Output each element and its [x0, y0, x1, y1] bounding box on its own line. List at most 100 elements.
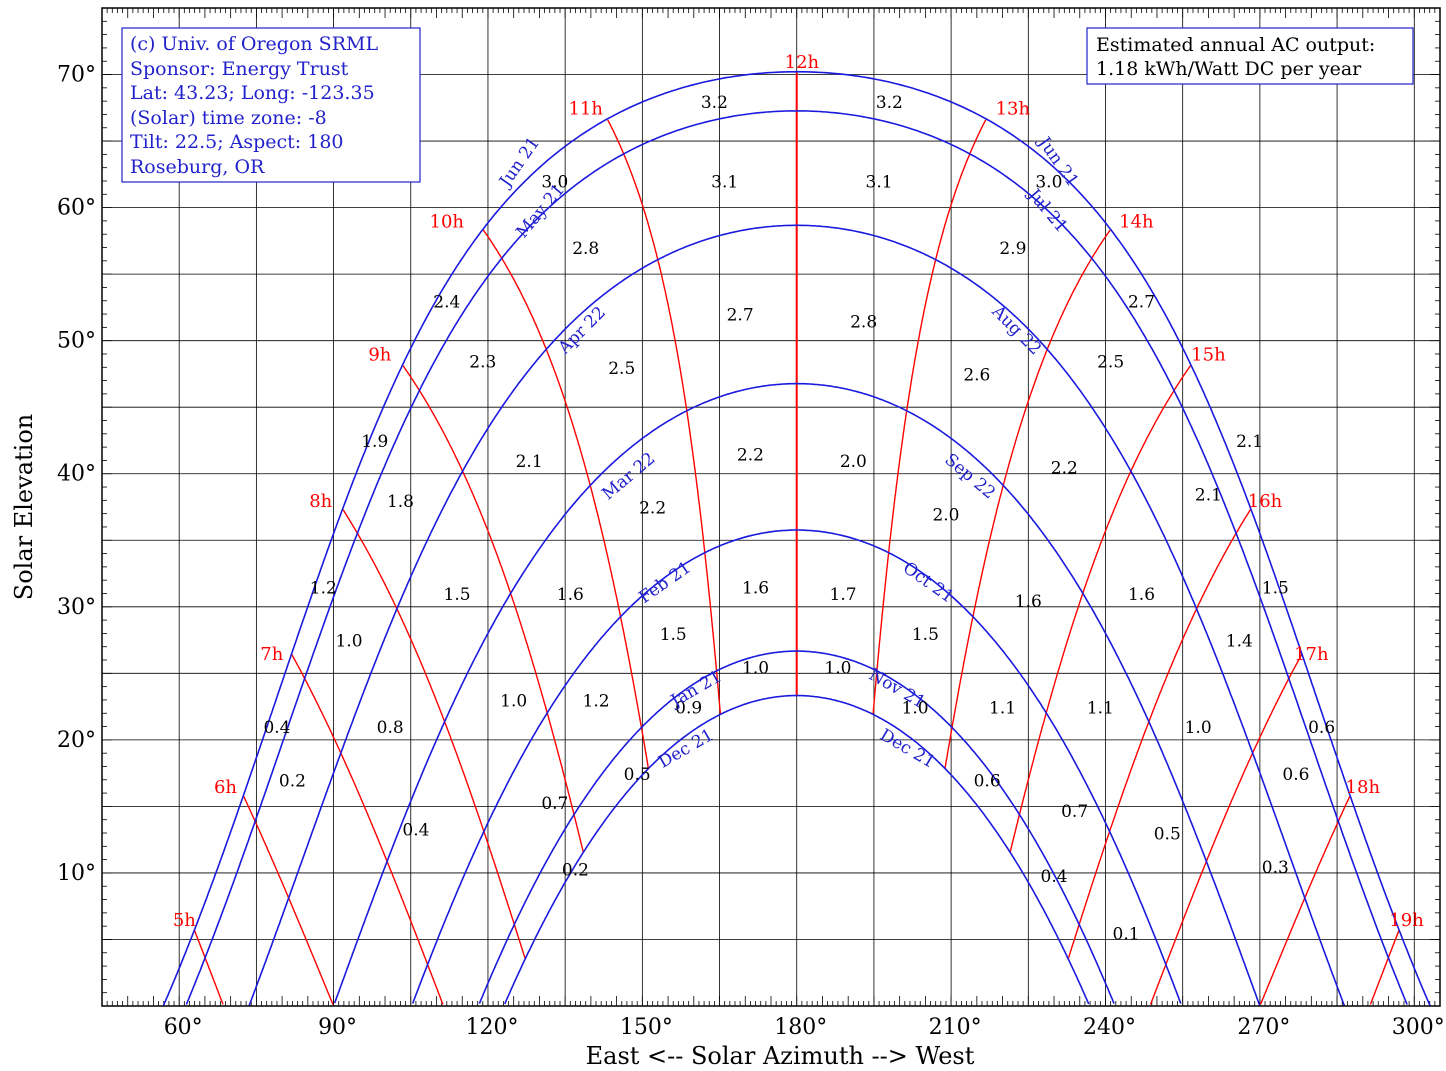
hour-line: [1149, 654, 1303, 1005]
hour-label: 13h: [996, 98, 1031, 119]
output-line: 1.18 kWh/Watt DC per year: [1096, 58, 1362, 80]
energy-value: 1.5: [660, 625, 687, 645]
energy-value: 0.6: [974, 771, 1001, 791]
energy-value: 2.0: [840, 452, 867, 472]
y-tick-label: 70°: [57, 63, 96, 88]
energy-value: 2.2: [737, 445, 764, 465]
y-tick-label: 40°: [57, 462, 96, 487]
date-label: Jun 21: [495, 134, 545, 193]
energy-value: 2.8: [850, 312, 877, 332]
hour-label: 6h: [214, 777, 237, 798]
energy-value: 0.3: [1262, 858, 1289, 878]
hour-label: 17h: [1294, 644, 1329, 665]
energy-value: 1.0: [1185, 718, 1212, 738]
energy-value: 0.4: [263, 718, 290, 738]
energy-value: 1.6: [742, 578, 769, 598]
energy-value: 1.0: [824, 658, 851, 678]
energy-value: 1.4: [1226, 632, 1253, 652]
energy-value: 1.0: [902, 698, 929, 718]
energy-value: 1.0: [500, 692, 527, 712]
x-tick-label: 60°: [164, 1015, 203, 1040]
x-tick-label: 270°: [1237, 1015, 1290, 1040]
energy-value: 2.5: [608, 359, 635, 379]
info-line: Tilt: 22.5; Aspect: 180: [130, 131, 344, 153]
energy-value: 0.6: [1282, 765, 1309, 785]
hour-label: 5h: [173, 910, 196, 931]
energy-value: 2.2: [1051, 459, 1078, 479]
info-line: (c) Univ. of Oregon SRML: [130, 33, 378, 55]
energy-value: 2.7: [1128, 292, 1155, 312]
x-tick-label: 300°: [1392, 1015, 1445, 1040]
sun-path-line: [162, 70, 1431, 1006]
energy-value: 1.0: [742, 658, 769, 678]
energy-value: 1.5: [1262, 578, 1289, 598]
y-tick-label: 10°: [57, 861, 96, 886]
energy-value: 3.2: [701, 93, 728, 113]
x-tick-label: 180°: [774, 1015, 827, 1040]
grid-lines: [102, 8, 1440, 1006]
energy-value: 1.0: [335, 632, 362, 652]
plot-frame: [101, 7, 1441, 1007]
date-label: Dec 21: [876, 725, 938, 772]
energy-value: 1.9: [361, 432, 388, 452]
hour-line: [1259, 796, 1351, 1005]
energy-value: 2.6: [963, 366, 990, 386]
sun-path-line: [411, 529, 1182, 1004]
date-label: Apr 22: [554, 303, 610, 359]
sun-path-line: [478, 650, 1115, 1004]
output-line: Estimated annual AC output:: [1096, 34, 1375, 56]
x-tick-label: 120°: [465, 1015, 518, 1040]
date-label: Dec 21: [655, 725, 717, 772]
hour-line: [194, 930, 224, 1005]
date-label: Sep 22: [941, 450, 1000, 504]
energy-value: 0.4: [402, 821, 429, 841]
energy-value: 1.5: [912, 625, 939, 645]
x-tick-label: 240°: [1083, 1015, 1136, 1040]
energy-value: 1.2: [310, 578, 337, 598]
energy-value: 2.8: [572, 239, 599, 259]
energy-value: 0.5: [624, 765, 651, 785]
hour-labels: 5h 6h 7h 8h 9h 10h 11h 12h 13h 14h 15h 16h 17h 18h 19h: [173, 52, 1424, 931]
hour-line: [944, 229, 1111, 769]
hour-line: [402, 365, 584, 853]
hour-line: [1067, 509, 1252, 960]
energy-value: 2.4: [433, 292, 460, 312]
energy-value: 2.2: [639, 499, 666, 519]
hour-label: 14h: [1119, 212, 1154, 233]
sun-path-curves: [162, 70, 1431, 1007]
y-tick-label: 30°: [57, 595, 96, 620]
hour-label: 9h: [368, 345, 391, 366]
energy-value: 2.5: [1097, 352, 1124, 372]
energy-value: 3.2: [876, 93, 903, 113]
hour-line: [291, 654, 444, 1005]
energy-value: 0.9: [675, 698, 702, 718]
date-label: Aug 22: [987, 301, 1045, 359]
y-tick-label: 50°: [57, 329, 96, 354]
sun-path-line: [333, 382, 1261, 1007]
x-tick-label: 210°: [929, 1015, 982, 1040]
energy-value: 2.1: [1236, 432, 1263, 452]
energy-value: 0.7: [1061, 802, 1088, 822]
date-label: Oct 21: [899, 558, 957, 607]
energy-value: 2.3: [469, 352, 496, 372]
energy-value: 2.1: [516, 452, 543, 472]
energy-value: 0.1: [1113, 924, 1140, 944]
energy-value: 0.7: [541, 794, 568, 814]
energy-value: 3.0: [1035, 173, 1062, 193]
energy-value: 1.6: [557, 585, 584, 605]
hour-label: 8h: [309, 491, 332, 512]
energy-value: 3.1: [711, 173, 738, 193]
energy-values: 3.2 3.2 3.0 3.1 3.1 3.0 2.8 2.9 2.4 2.7 2.8 2.7 2.3 2…: [263, 93, 1335, 945]
y-tick-labels: 10° 20° 30° 40° 50° 60° 70°: [57, 63, 96, 886]
y-axis-label: Solar Elevation: [10, 414, 38, 600]
sun-path-line: [185, 110, 1408, 1005]
sun-path-line: [248, 224, 1346, 1007]
energy-value: 1.7: [830, 585, 857, 605]
energy-value: 0.2: [562, 861, 589, 881]
hour-line: [243, 796, 334, 1005]
hour-line: [342, 509, 526, 960]
hour-label: 19h: [1389, 910, 1424, 931]
energy-value: 2.0: [932, 505, 959, 525]
